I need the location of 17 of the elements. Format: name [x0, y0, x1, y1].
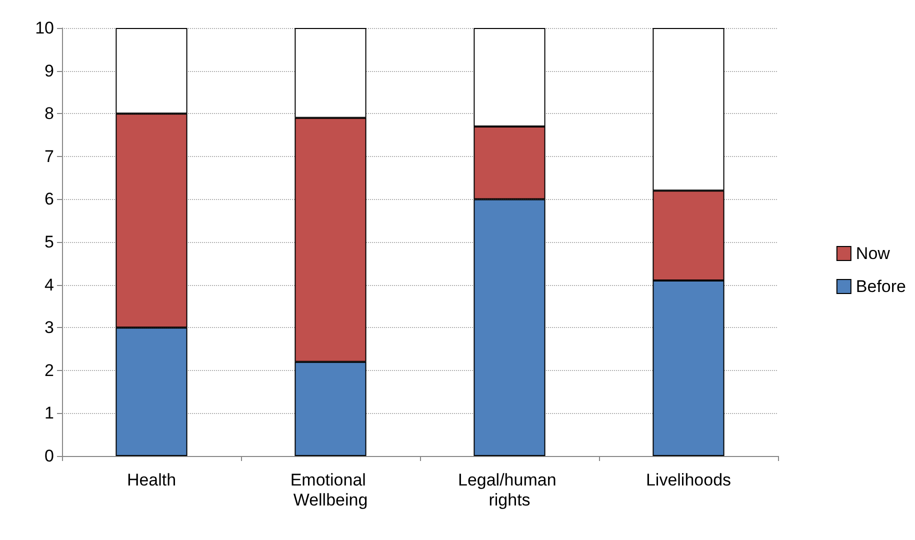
y-tick-label: 9 — [44, 61, 54, 80]
y-tick-label: 3 — [44, 318, 54, 338]
y-tick-label: 2 — [44, 360, 54, 380]
x-tick-label: Legal/human rights — [458, 470, 562, 510]
y-tick-label: 4 — [44, 275, 54, 294]
y-tick-label: 1 — [44, 404, 54, 423]
x-tick-label: Livelihoods — [646, 470, 732, 490]
x-tick-label: Emotional Wellbeing — [290, 470, 371, 510]
legend-label: Now — [856, 244, 891, 263]
y-tick-label: 6 — [44, 190, 54, 209]
legend-label: Before — [856, 277, 906, 296]
y-tick-label: 5 — [44, 232, 54, 252]
y-tick-label: 8 — [44, 104, 54, 124]
y-tick-label: 10 — [35, 18, 54, 38]
y-tick-label: 7 — [44, 146, 54, 166]
y-tick-label: 0 — [44, 446, 54, 466]
x-tick-label: Health — [126, 470, 176, 490]
